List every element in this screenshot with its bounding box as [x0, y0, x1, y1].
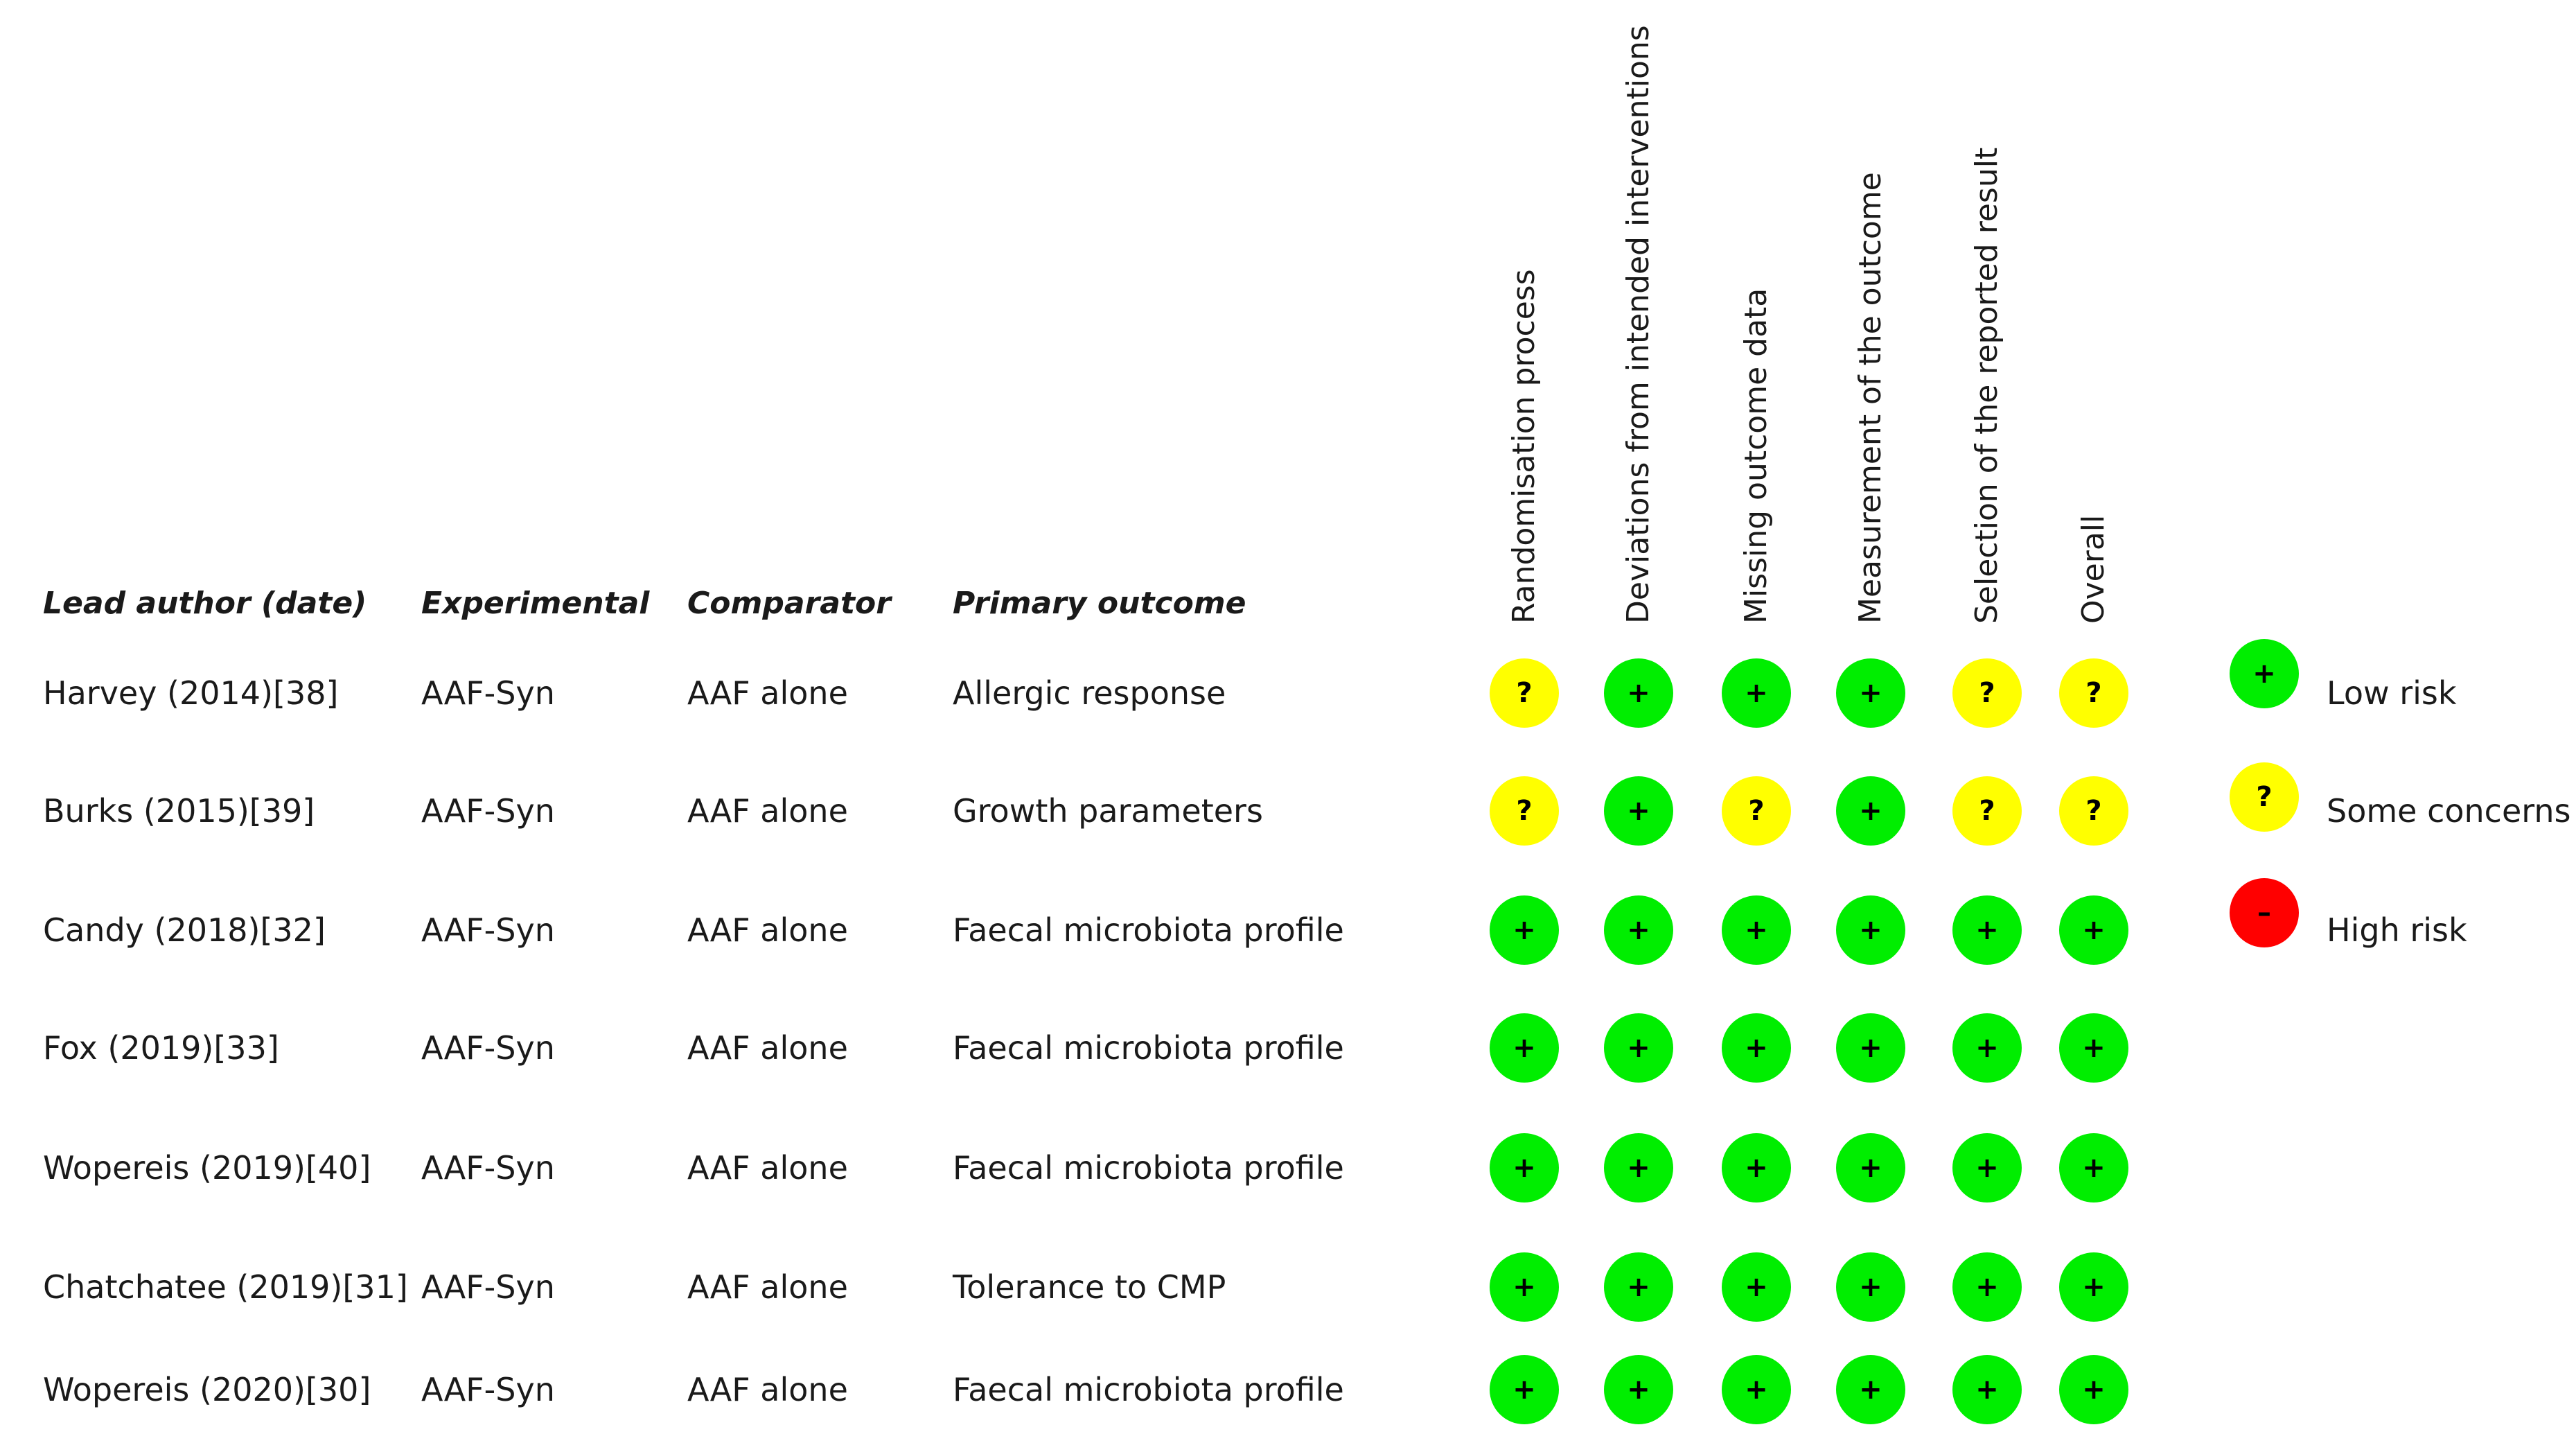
study-comparator: AAF alone	[687, 674, 848, 712]
legend-low-icon: +	[2230, 639, 2299, 708]
legend-high-icon: –	[2230, 878, 2299, 947]
rating-low-icon: +	[1836, 1252, 1905, 1322]
study-author: Harvey (2014)[38]	[43, 674, 339, 712]
rating-some-icon: ?	[2059, 776, 2128, 846]
domain-header: Deviations from intended interventions	[1621, 25, 1656, 624]
domain-header: Overall	[2076, 514, 2111, 624]
rating-low-icon: +	[1722, 895, 1791, 965]
study-comparator: AAF alone	[687, 1371, 848, 1408]
rating-low-icon: +	[1952, 1252, 2022, 1322]
rating-low-icon: +	[1836, 776, 1905, 846]
rating-low-icon: +	[1490, 895, 1559, 965]
rating-low-icon: +	[1490, 1252, 1559, 1322]
study-experimental: AAF-Syn	[421, 1149, 555, 1187]
domain-header: Selection of the reported result	[1969, 147, 2004, 624]
study-comparator: AAF alone	[687, 1029, 848, 1067]
rating-low-icon: +	[1604, 1013, 1673, 1083]
rating-low-icon: +	[1722, 1355, 1791, 1424]
study-author: Fox (2019)[33]	[43, 1029, 279, 1067]
rating-low-icon: +	[1722, 658, 1791, 728]
legend-label: Low risk	[2327, 674, 2457, 712]
legend-label: Some concerns	[2327, 792, 2571, 830]
rating-low-icon: +	[1836, 1355, 1905, 1424]
rating-low-icon: +	[1604, 895, 1673, 965]
rating-low-icon: +	[1952, 895, 2022, 965]
study-outcome: Growth parameters	[953, 792, 1263, 830]
rating-low-icon: +	[1722, 1133, 1791, 1202]
study-comparator: AAF alone	[687, 792, 848, 830]
study-author: Chatchatee (2019)[31]	[43, 1268, 408, 1306]
rating-low-icon: +	[1952, 1355, 2022, 1424]
rating-some-icon: ?	[1952, 658, 2022, 728]
rating-low-icon: +	[2059, 1013, 2128, 1083]
study-experimental: AAF-Syn	[421, 1371, 555, 1408]
rating-low-icon: +	[1490, 1013, 1559, 1083]
study-author: Burks (2015)[39]	[43, 792, 315, 830]
rating-low-icon: +	[1722, 1013, 1791, 1083]
study-outcome: Faecal microbiota profile	[953, 1029, 1344, 1067]
study-comparator: AAF alone	[687, 1149, 848, 1187]
rating-low-icon: +	[1952, 1013, 2022, 1083]
study-experimental: AAF-Syn	[421, 1268, 555, 1306]
study-outcome: Faecal microbiota profile	[953, 1371, 1344, 1408]
header-comparator: Comparator	[687, 586, 891, 621]
header-experimental: Experimental	[421, 586, 650, 621]
rating-low-icon: +	[1836, 1013, 1905, 1083]
rating-low-icon: +	[1836, 1133, 1905, 1202]
rating-low-icon: +	[2059, 895, 2128, 965]
rating-low-icon: +	[1836, 658, 1905, 728]
legend-label: High risk	[2327, 911, 2467, 949]
rating-low-icon: +	[1490, 1133, 1559, 1202]
rating-low-icon: +	[1604, 776, 1673, 846]
study-author: Candy (2018)[32]	[43, 911, 326, 949]
legend-some-icon: ?	[2230, 762, 2299, 832]
study-comparator: AAF alone	[687, 911, 848, 949]
rating-some-icon: ?	[1952, 776, 2022, 846]
study-outcome: Allergic response	[953, 674, 1226, 712]
study-outcome: Tolerance to CMP	[953, 1268, 1226, 1306]
rating-low-icon: +	[1604, 658, 1673, 728]
rating-low-icon: +	[2059, 1355, 2128, 1424]
rating-low-icon: +	[1722, 1252, 1791, 1322]
rating-low-icon: +	[2059, 1133, 2128, 1202]
domain-header: Measurement of the outcome	[1853, 172, 1888, 624]
rating-some-icon: ?	[2059, 658, 2128, 728]
study-author: Wopereis (2019)[40]	[43, 1149, 371, 1187]
rating-low-icon: +	[1604, 1355, 1673, 1424]
rating-low-icon: +	[1604, 1133, 1673, 1202]
study-experimental: AAF-Syn	[421, 674, 555, 712]
study-outcome: Faecal microbiota profile	[953, 1149, 1344, 1187]
study-outcome: Faecal microbiota profile	[953, 911, 1344, 949]
rating-low-icon: +	[1490, 1355, 1559, 1424]
rating-low-icon: +	[1952, 1133, 2022, 1202]
rating-some-icon: ?	[1722, 776, 1791, 846]
domain-header: Randomisation process	[1506, 269, 1542, 624]
study-experimental: AAF-Syn	[421, 911, 555, 949]
rating-low-icon: +	[1604, 1252, 1673, 1322]
rating-some-icon: ?	[1490, 776, 1559, 846]
rating-low-icon: +	[1836, 895, 1905, 965]
study-experimental: AAF-Syn	[421, 792, 555, 830]
rating-low-icon: +	[2059, 1252, 2128, 1322]
study-author: Wopereis (2020)[30]	[43, 1371, 371, 1408]
study-experimental: AAF-Syn	[421, 1029, 555, 1067]
rating-some-icon: ?	[1490, 658, 1559, 728]
domain-header: Missing outcome data	[1738, 288, 1774, 624]
header-outcome: Primary outcome	[953, 586, 1246, 621]
study-comparator: AAF alone	[687, 1268, 848, 1306]
header-author: Lead author (date)	[43, 586, 367, 621]
